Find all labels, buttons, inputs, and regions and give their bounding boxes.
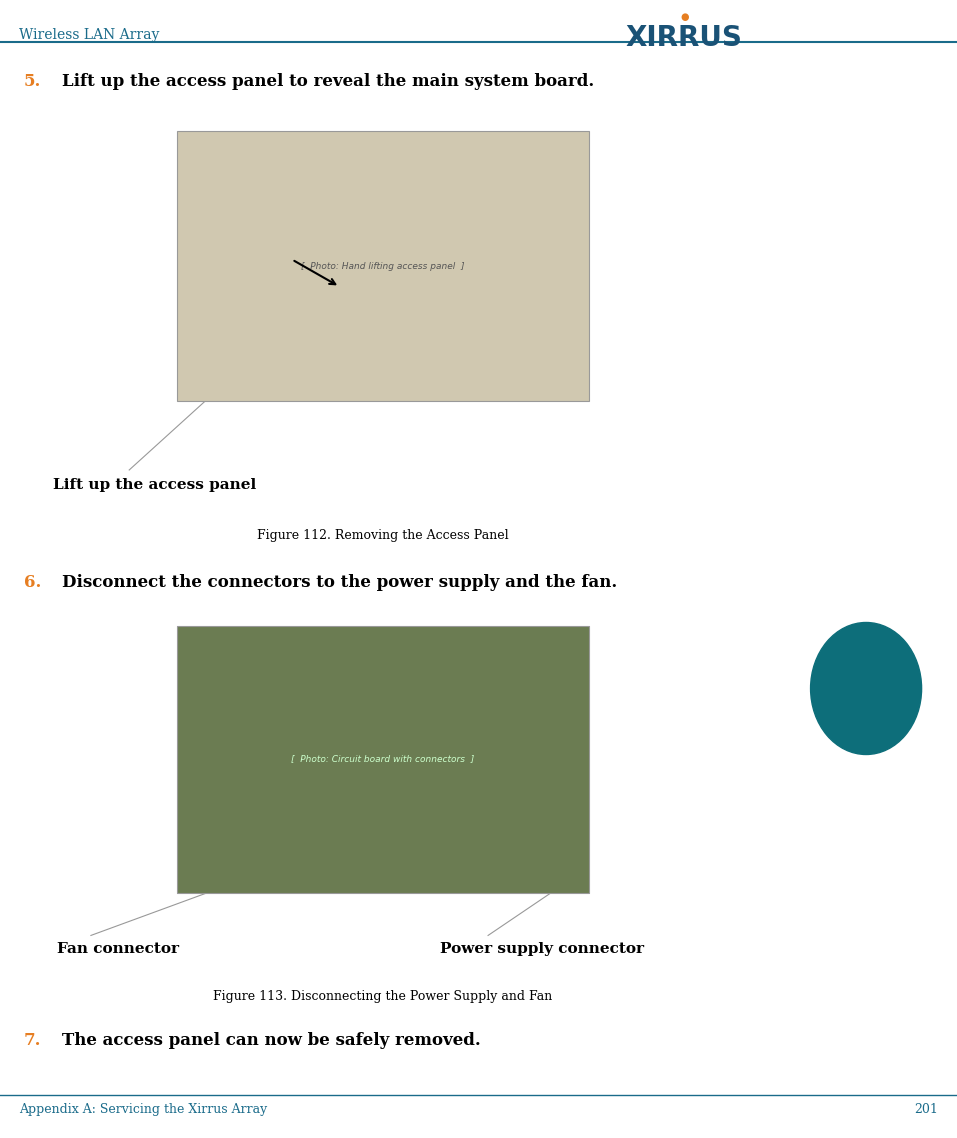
- Bar: [177, 131, 589, 401]
- Text: Wireless LAN Array: Wireless LAN Array: [19, 28, 160, 42]
- Text: 6.: 6.: [24, 574, 41, 591]
- Text: Power supply connector: Power supply connector: [440, 942, 644, 956]
- Text: Disconnect the connectors to the power supply and the fan.: Disconnect the connectors to the power s…: [62, 574, 617, 591]
- Text: [  Photo: Circuit board with connectors  ]: [ Photo: Circuit board with connectors ]: [291, 754, 475, 764]
- Text: Appendix A: Servicing the Xirrus Array: Appendix A: Servicing the Xirrus Array: [19, 1103, 267, 1115]
- Text: Figure 113. Disconnecting the Power Supply and Fan: Figure 113. Disconnecting the Power Supp…: [213, 990, 552, 1003]
- Text: 7.: 7.: [24, 1032, 41, 1049]
- Text: [  Photo: Hand lifting access panel  ]: [ Photo: Hand lifting access panel ]: [301, 262, 464, 271]
- Text: Fan connector: Fan connector: [57, 942, 179, 956]
- Text: Figure 112. Removing the Access Panel: Figure 112. Removing the Access Panel: [257, 529, 508, 542]
- Text: Lift up the access panel: Lift up the access panel: [53, 478, 256, 492]
- Circle shape: [811, 622, 922, 754]
- Text: Lift up the access panel to reveal the main system board.: Lift up the access panel to reveal the m…: [62, 73, 594, 90]
- Text: 201: 201: [914, 1103, 938, 1115]
- Text: The access panel can now be safely removed.: The access panel can now be safely remov…: [62, 1032, 481, 1049]
- Bar: [177, 626, 589, 893]
- Text: 5.: 5.: [24, 73, 41, 90]
- Text: XIRRUS: XIRRUS: [626, 24, 743, 52]
- Text: ●: ●: [680, 11, 688, 22]
